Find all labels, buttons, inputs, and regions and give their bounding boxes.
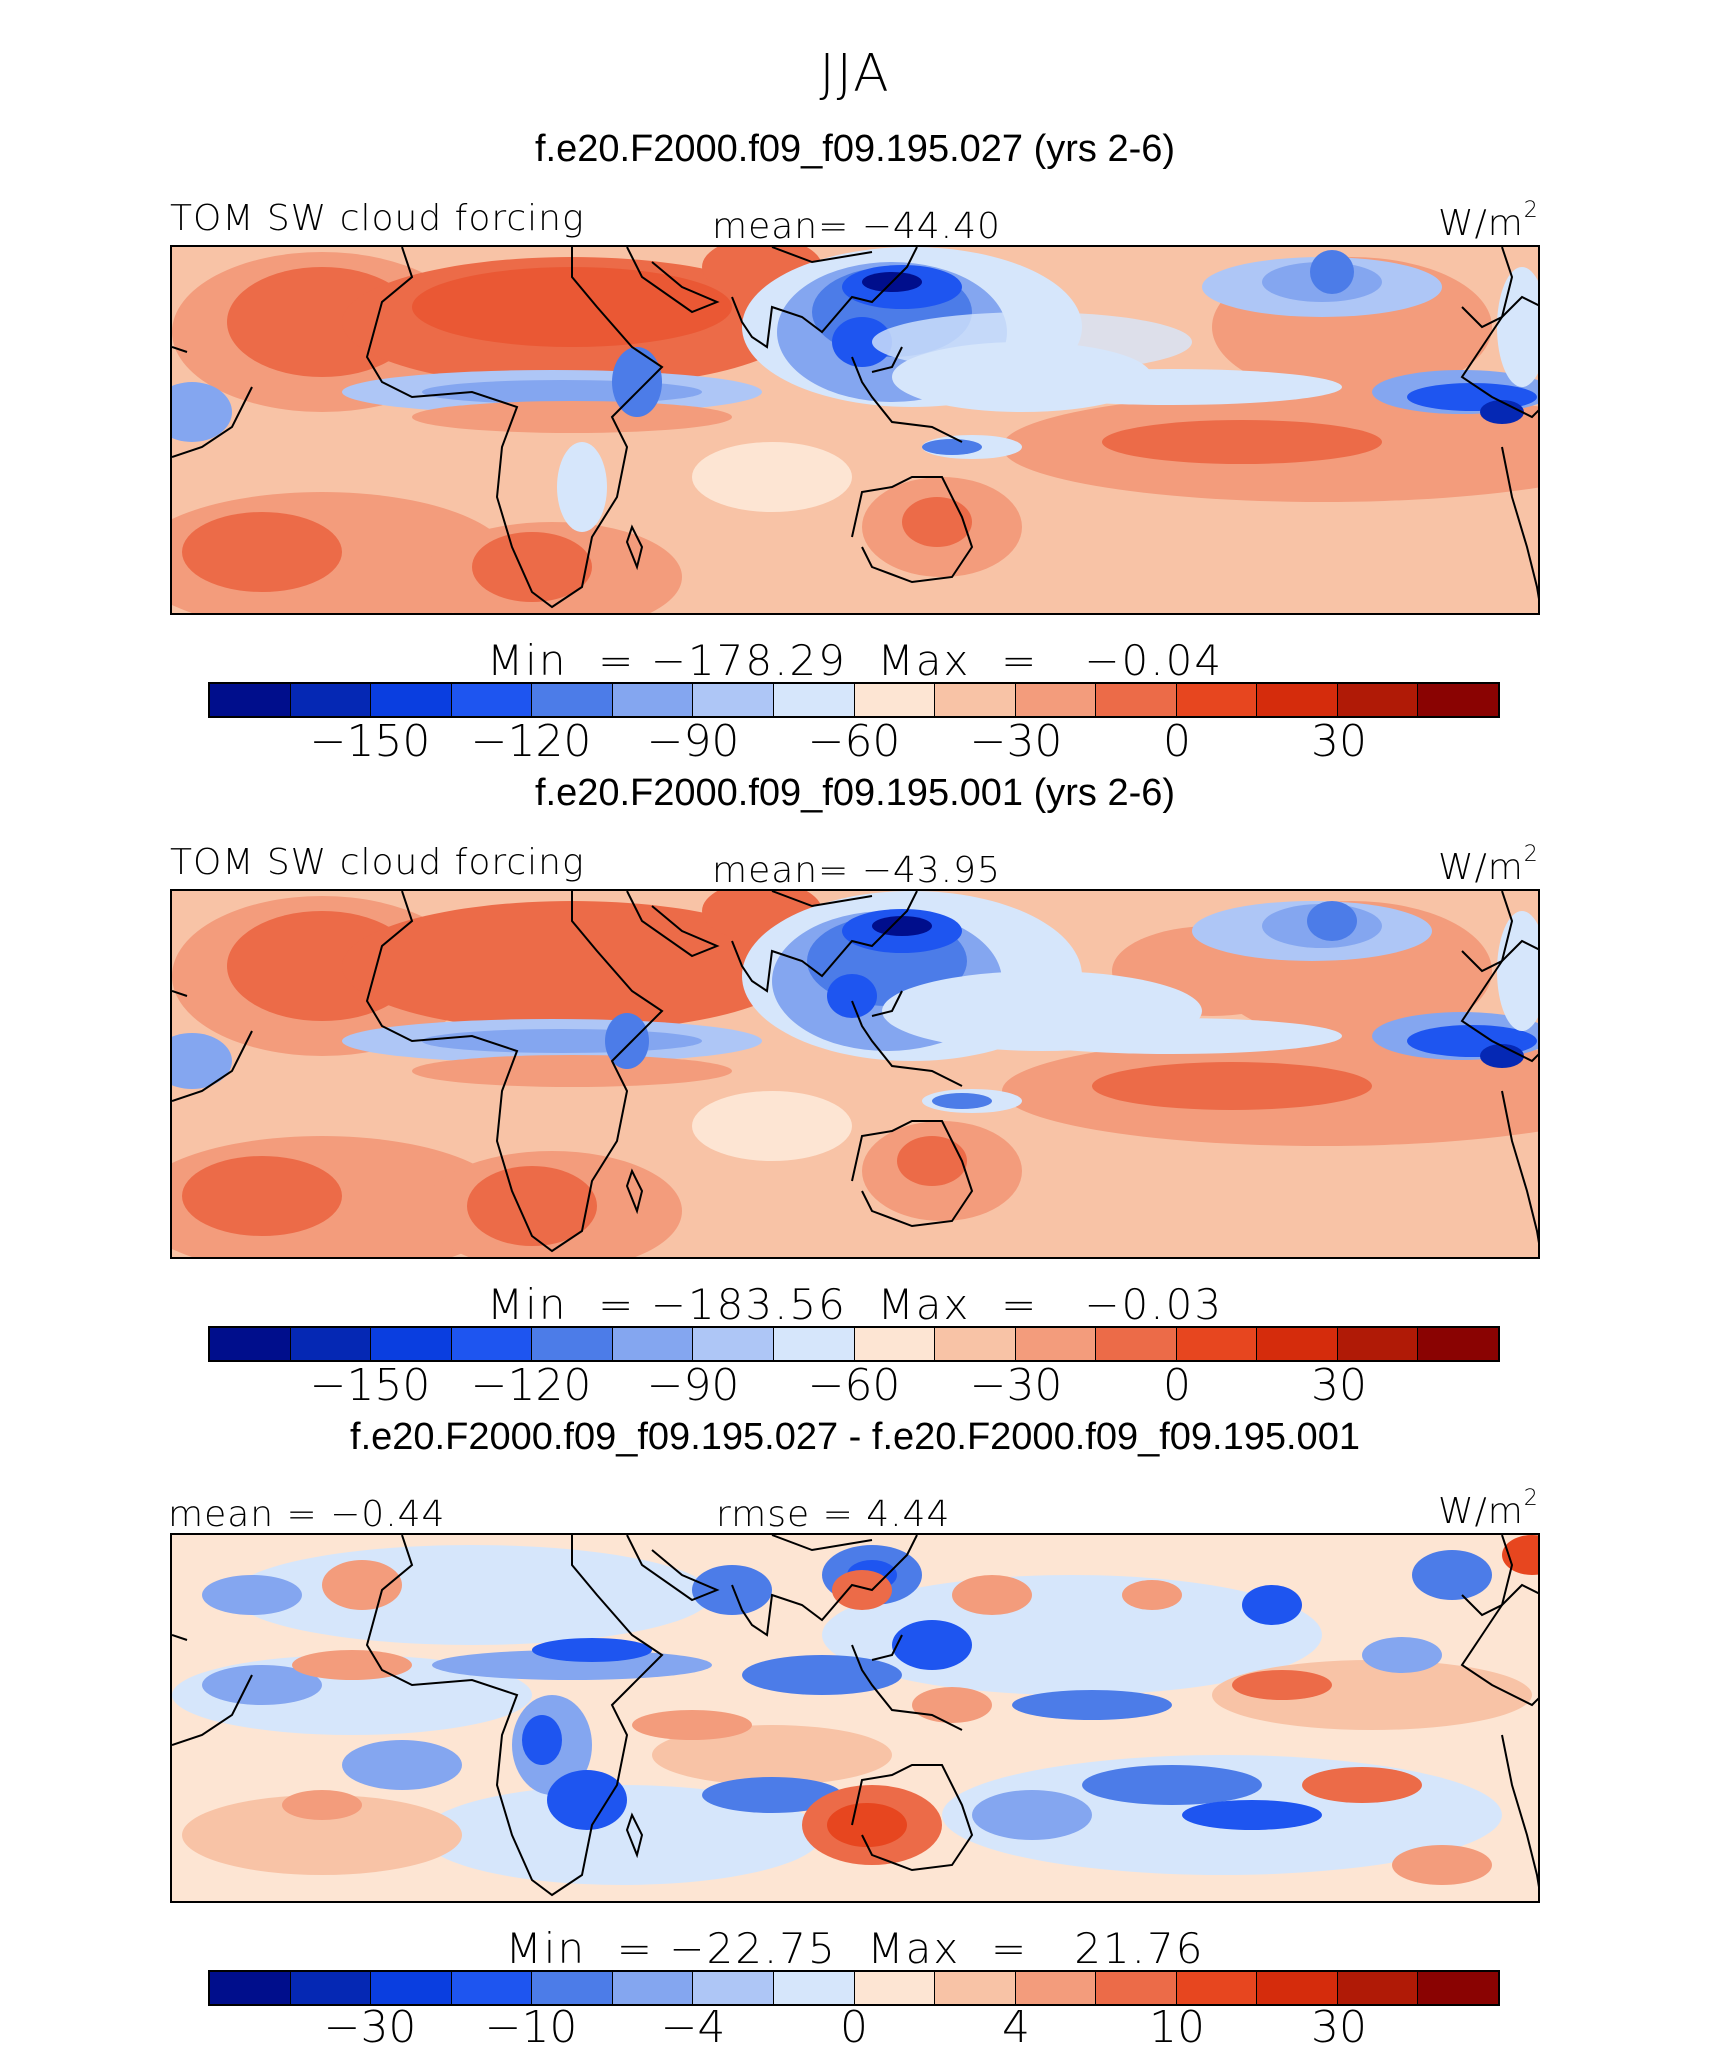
colorbar-swatch <box>532 1972 613 2004</box>
panel2-map-field <box>172 891 1538 1257</box>
colorbar-swatch <box>371 684 452 716</box>
colorbar-swatch <box>854 684 936 716</box>
colorbar-swatch <box>210 1328 291 1360</box>
colorbar-swatch <box>210 1972 291 2004</box>
panel3-colorbar-tick: −30 <box>323 2002 417 2053</box>
panel1-colorbar-tick: −120 <box>470 716 592 767</box>
panel3-colorbar-tick: 0 <box>840 2002 868 2053</box>
colorbar-swatch <box>1337 684 1419 716</box>
colorbar-swatch <box>612 1328 694 1360</box>
panel1-colorbar-tick: −30 <box>969 716 1063 767</box>
panel2-units: W/m2 <box>1438 842 1539 888</box>
colorbar-swatch <box>612 1972 694 2004</box>
panel2-colorbar-tick: −30 <box>969 1360 1063 1411</box>
panel2-colorbar-tick: 0 <box>1163 1360 1191 1411</box>
colorbar-swatch <box>935 1972 1016 2004</box>
panel3-colorbar-tick: 4 <box>1002 2002 1030 2053</box>
colorbar-swatch <box>1418 1972 1498 2004</box>
panel3-units: W/m2 <box>1438 1486 1539 1532</box>
colorbar-swatch <box>1257 684 1338 716</box>
colorbar-swatch <box>1015 1328 1097 1360</box>
panel1-map <box>170 245 1540 615</box>
colorbar-swatch <box>290 1328 372 1360</box>
panel3-colorbar-tick: 10 <box>1149 2002 1205 2053</box>
colorbar-swatch <box>1418 1328 1498 1360</box>
panel1-colorbar-tick: −150 <box>309 716 431 767</box>
colorbar-swatch <box>1257 1972 1338 2004</box>
colorbar-swatch <box>612 684 694 716</box>
panel3-colorbar-tick: −10 <box>484 2002 578 2053</box>
colorbar-swatch <box>693 684 774 716</box>
colorbar-swatch <box>1337 1328 1419 1360</box>
panel1-minmax: Min = −178.29 Max = −0.04 <box>486 636 1224 685</box>
panel1-case-title: f.e20.F2000.f09_f09.195.027 (yrs 2-6) <box>534 128 1176 170</box>
colorbar-swatch <box>1015 1972 1097 2004</box>
panel3-case-title: f.e20.F2000.f09_f09.195.027 - f.e20.F200… <box>350 1416 1360 1458</box>
panel2-case-title: f.e20.F2000.f09_f09.195.001 (yrs 2-6) <box>534 772 1176 814</box>
panel2-colorbar-tick: −120 <box>470 1360 592 1411</box>
panel2-map <box>170 889 1540 1259</box>
panel3-colorbar-tick: −4 <box>660 2002 726 2053</box>
colorbar-swatch <box>1337 1972 1419 2004</box>
colorbar-swatch <box>854 1972 936 2004</box>
colorbar-swatch <box>1096 684 1177 716</box>
panel1-colorbar-tick: −60 <box>807 716 901 767</box>
panel3-map <box>170 1533 1540 1903</box>
colorbar-swatch <box>210 684 291 716</box>
panel1-colorbar-tick: 0 <box>1163 716 1191 767</box>
panel1-mean-label: mean= −44.40 <box>712 206 1001 247</box>
panel2-colorbar-tick: −60 <box>807 1360 901 1411</box>
panel3-colorbar-tick: 30 <box>1311 2002 1367 2053</box>
colorbar-swatch <box>1015 684 1097 716</box>
colorbar-swatch <box>371 1328 452 1360</box>
panel1-map-field <box>172 247 1538 613</box>
colorbar-swatch <box>290 1972 372 2004</box>
panel1-colorbar-tick: −90 <box>646 716 740 767</box>
panel1-variable-label: TOM SW cloud forcing <box>170 198 585 239</box>
panel2-mean-label: mean= −43.95 <box>712 850 1001 891</box>
colorbar-swatch <box>451 1972 533 2004</box>
colorbar-swatch <box>693 1972 774 2004</box>
panel3-map-field <box>172 1535 1538 1901</box>
panel1-colorbar-tick: 30 <box>1311 716 1367 767</box>
panel1-units: W/m2 <box>1438 198 1539 244</box>
season-title: JJA <box>819 44 891 104</box>
colorbar-swatch <box>290 684 372 716</box>
panel2-colorbar-tick: −90 <box>646 1360 740 1411</box>
panel3-mean-label: mean = −0.44 <box>168 1494 446 1535</box>
colorbar-swatch <box>773 1328 855 1360</box>
colorbar-swatch <box>773 1972 855 2004</box>
panel2-colorbar-tick: 30 <box>1311 1360 1367 1411</box>
panel3-minmax: Min = −22.75 Max = 21.76 <box>505 1924 1205 1973</box>
panel2-variable-label: TOM SW cloud forcing <box>170 842 585 883</box>
colorbar-swatch <box>1176 1328 1258 1360</box>
panel2-colorbar <box>208 1326 1500 1362</box>
colorbar-swatch <box>371 1972 452 2004</box>
colorbar-swatch <box>935 1328 1016 1360</box>
colorbar-swatch <box>451 684 533 716</box>
panel2-minmax: Min = −183.56 Max = −0.03 <box>486 1280 1224 1329</box>
panel2-colorbar-tick: −150 <box>309 1360 431 1411</box>
colorbar-swatch <box>451 1328 533 1360</box>
colorbar-swatch <box>1418 684 1498 716</box>
colorbar-swatch <box>1096 1972 1177 2004</box>
colorbar-swatch <box>1257 1328 1338 1360</box>
colorbar-swatch <box>532 684 613 716</box>
colorbar-swatch <box>532 1328 613 1360</box>
colorbar-swatch <box>693 1328 774 1360</box>
colorbar-swatch <box>854 1328 936 1360</box>
colorbar-swatch <box>1176 684 1258 716</box>
panel1-colorbar <box>208 682 1500 718</box>
colorbar-swatch <box>1176 1972 1258 2004</box>
colorbar-swatch <box>773 684 855 716</box>
panel3-colorbar <box>208 1970 1500 2006</box>
colorbar-swatch <box>1096 1328 1177 1360</box>
colorbar-swatch <box>935 684 1016 716</box>
panel3-rmse-label: rmse = 4.44 <box>716 1494 951 1535</box>
